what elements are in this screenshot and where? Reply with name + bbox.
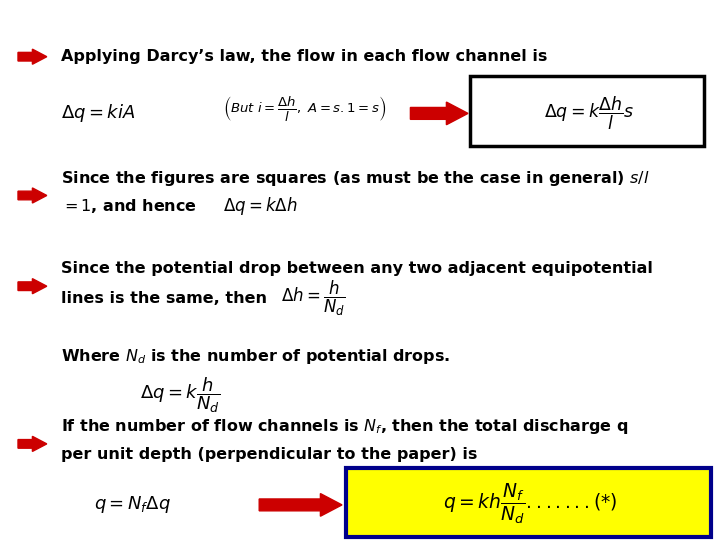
Text: Since the potential drop between any two adjacent equipotential: Since the potential drop between any two… xyxy=(61,261,653,276)
FancyArrow shape xyxy=(18,279,47,294)
Text: lines is the same, then: lines is the same, then xyxy=(61,291,267,306)
FancyArrow shape xyxy=(18,436,47,451)
Text: Where $N_d$ is the number of potential drops.: Where $N_d$ is the number of potential d… xyxy=(61,347,451,366)
Text: $\Delta q = k\Delta h$: $\Delta q = k\Delta h$ xyxy=(223,195,298,217)
Text: $\Delta q = k\dfrac{\Delta h}{l}s$: $\Delta q = k\dfrac{\Delta h}{l}s$ xyxy=(544,94,634,132)
Text: $\left(But\ i=\dfrac{\Delta h}{l},\ A=s.1=s\right)$: $\left(But\ i=\dfrac{\Delta h}{l},\ A=s.… xyxy=(223,93,387,123)
Text: $q = kh\dfrac{N_f}{N_d}.......(*)$: $q = kh\dfrac{N_f}{N_d}.......(*)$ xyxy=(444,481,618,525)
Text: $\Delta q = kiA$: $\Delta q = kiA$ xyxy=(61,103,135,124)
Text: $\Delta h = \dfrac{h}{N_d}$: $\Delta h = \dfrac{h}{N_d}$ xyxy=(281,279,346,318)
FancyArrow shape xyxy=(259,494,342,516)
Text: Since the figures are squares (as must be the case in general) $\mathit{s/l}$: Since the figures are squares (as must b… xyxy=(61,168,650,188)
FancyBboxPatch shape xyxy=(346,468,711,537)
Text: $=1$, and hence: $=1$, and hence xyxy=(61,197,197,215)
Text: If the number of flow channels is $N_f$, then the total discharge q: If the number of flow channels is $N_f$,… xyxy=(61,417,629,436)
FancyArrow shape xyxy=(18,188,47,203)
FancyBboxPatch shape xyxy=(470,76,704,146)
Text: $\Delta q = k\dfrac{h}{N_d}$: $\Delta q = k\dfrac{h}{N_d}$ xyxy=(140,375,220,415)
Text: per unit depth (perpendicular to the paper) is: per unit depth (perpendicular to the pap… xyxy=(61,447,477,462)
Text: $q = N_f \Delta q$: $q = N_f \Delta q$ xyxy=(94,495,171,515)
FancyArrow shape xyxy=(18,49,47,64)
Text: Applying Darcy’s law, the flow in each flow channel is: Applying Darcy’s law, the flow in each f… xyxy=(61,49,548,64)
FancyArrow shape xyxy=(410,102,468,125)
